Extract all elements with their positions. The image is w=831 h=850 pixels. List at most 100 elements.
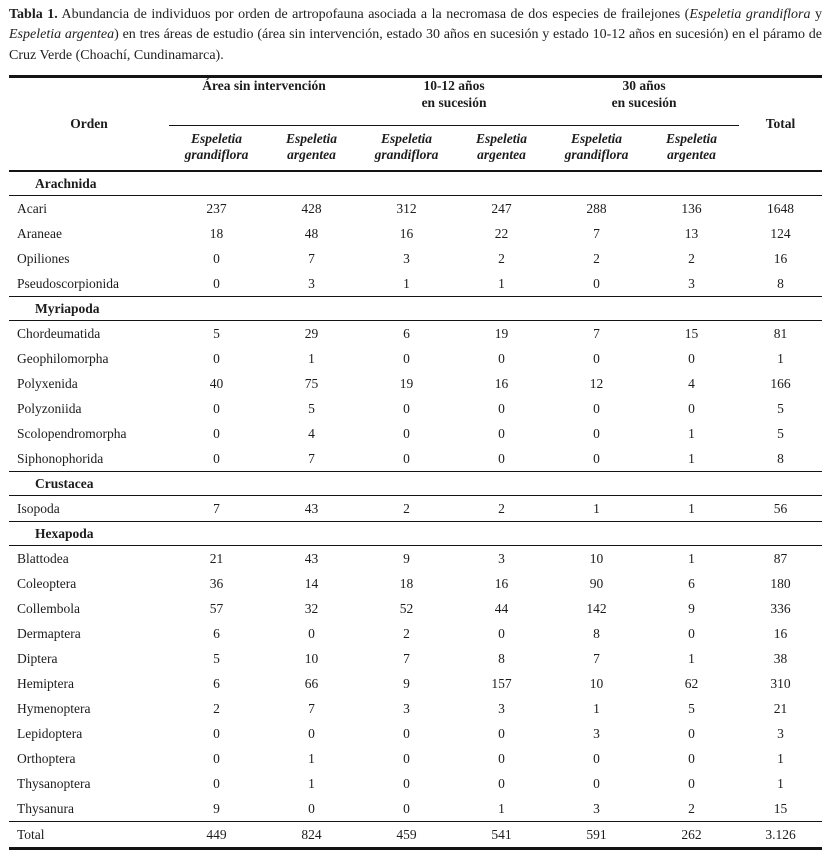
value-cell: 2 xyxy=(498,500,505,516)
caption-segment: Espeletia grandiflora xyxy=(689,7,811,22)
value-cell: 312 xyxy=(396,200,417,216)
value-cell: 3 xyxy=(498,700,505,716)
value-cell: 0 xyxy=(593,775,600,791)
value-cell: 10 xyxy=(589,550,604,566)
value-cell: 36 xyxy=(209,575,224,591)
total-value-cell: 459 xyxy=(359,820,454,849)
value-cell: 57 xyxy=(209,600,224,616)
order-name-cell: Coleoptera xyxy=(17,575,77,591)
value-cell: 12 xyxy=(589,375,604,391)
table-row: Polyxenida 40 75 19 16 12 4 166 xyxy=(9,371,822,396)
value-cell: 44 xyxy=(494,600,509,616)
value-cell: 3 xyxy=(308,275,315,291)
order-name-cell: Diptera xyxy=(17,650,58,666)
value-cell: 0 xyxy=(308,625,315,641)
value-cell: 0 xyxy=(498,450,505,466)
value-cell: 62 xyxy=(684,675,699,691)
value-cell: 7 xyxy=(308,250,315,266)
species-name-line: Espeletia xyxy=(476,130,527,146)
total-value-cell: 124 xyxy=(770,225,791,241)
species-name-line: argentea xyxy=(287,146,336,162)
value-cell: 9 xyxy=(403,675,410,691)
total-value-cell: 15 xyxy=(773,800,788,816)
species-header-cell: Espeletia argentea xyxy=(264,125,359,172)
group-header-area-sin-intervencion: Área sin intervención xyxy=(169,76,359,126)
value-cell: 0 xyxy=(403,425,410,441)
total-value-cell: 8 xyxy=(777,275,784,291)
order-name-cell: Opiliones xyxy=(17,250,70,266)
table-row: Blattodea 21 43 9 3 10 1 87 xyxy=(9,545,822,571)
value-cell: 8 xyxy=(498,650,505,666)
table-row: Pseudoscorpionida 0 3 1 1 0 3 8 xyxy=(9,271,822,297)
total-value-cell: 3 xyxy=(777,725,784,741)
value-cell: 0 xyxy=(213,275,220,291)
value-cell: 0 xyxy=(593,275,600,291)
order-name-cell: Hymenoptera xyxy=(17,700,91,716)
value-cell: 18 xyxy=(209,225,224,241)
value-cell: 15 xyxy=(684,325,699,341)
value-cell: 0 xyxy=(403,725,410,741)
value-cell: 0 xyxy=(213,400,220,416)
order-name-cell: Chordeumatida xyxy=(17,325,101,341)
value-cell: 0 xyxy=(403,775,410,791)
value-cell: 0 xyxy=(593,425,600,441)
value-cell: 142 xyxy=(586,600,607,616)
total-value-cell: 5 xyxy=(777,425,784,441)
total-value-cell: 166 xyxy=(770,375,791,391)
value-cell: 3 xyxy=(593,725,600,741)
value-cell: 0 xyxy=(688,725,695,741)
value-cell: 2 xyxy=(498,250,505,266)
table-row: Dermaptera 6 0 2 0 8 0 16 xyxy=(9,621,822,646)
species-name-line: Espeletia xyxy=(666,130,718,146)
value-cell: 43 xyxy=(304,550,319,566)
value-cell: 1 xyxy=(688,550,695,566)
total-row-label: Total xyxy=(9,820,169,849)
value-cell: 19 xyxy=(494,325,509,341)
value-cell: 0 xyxy=(213,425,220,441)
total-value-cell: 21 xyxy=(773,700,788,716)
column-header-total: Total xyxy=(739,76,823,172)
value-cell: 0 xyxy=(593,400,600,416)
species-name-line: grandiflora xyxy=(374,146,439,162)
species-name-line: Espeletia xyxy=(381,130,432,146)
order-name-cell: Acari xyxy=(17,200,47,216)
table-row: Isopoda 7 43 2 2 1 1 56 xyxy=(9,495,822,521)
value-cell: 7 xyxy=(308,700,315,716)
value-cell: 3 xyxy=(593,800,600,816)
group-header-line: 10-12 años xyxy=(423,77,485,93)
value-cell: 5 xyxy=(308,400,315,416)
value-cell: 0 xyxy=(213,750,220,766)
order-name-cell: Geophilomorpha xyxy=(17,350,109,366)
value-cell: 14 xyxy=(304,575,319,591)
section-row: Hexapoda xyxy=(9,520,823,546)
group-header-line: Área sin intervención xyxy=(202,77,326,93)
section-name: Myriapoda xyxy=(9,295,823,321)
value-cell: 0 xyxy=(498,625,505,641)
value-cell: 32 xyxy=(304,600,319,616)
value-cell: 6 xyxy=(213,675,220,691)
value-cell: 5 xyxy=(213,650,220,666)
table-row: Coleoptera 36 14 18 16 90 6 180 xyxy=(9,571,822,596)
value-cell: 1 xyxy=(688,650,695,666)
group-header-row: Orden Área sin intervención 10-12 años e… xyxy=(9,76,823,172)
value-cell: 7 xyxy=(593,650,600,666)
total-value-cell: 180 xyxy=(770,575,791,591)
value-cell: 6 xyxy=(403,325,410,341)
total-value-cell: 310 xyxy=(770,675,791,691)
total-value-cell: 81 xyxy=(773,325,788,341)
value-cell: 4 xyxy=(688,375,695,391)
table-row: Lepidoptera 0 0 0 0 3 0 3 xyxy=(9,721,822,746)
value-cell: 0 xyxy=(498,775,505,791)
value-cell: 0 xyxy=(688,350,695,366)
species-name-line: argentea xyxy=(477,146,526,162)
value-cell: 2 xyxy=(403,500,410,516)
value-cell: 157 xyxy=(491,675,512,691)
total-value-cell: 38 xyxy=(773,650,788,666)
value-cell: 18 xyxy=(399,575,414,591)
species-header-cell: Espeletia argentea xyxy=(644,125,740,172)
table-row: Thysanoptera 0 1 0 0 0 0 1 xyxy=(9,771,822,796)
value-cell: 1 xyxy=(593,700,600,716)
value-cell: 0 xyxy=(403,750,410,766)
value-cell: 40 xyxy=(209,375,224,391)
